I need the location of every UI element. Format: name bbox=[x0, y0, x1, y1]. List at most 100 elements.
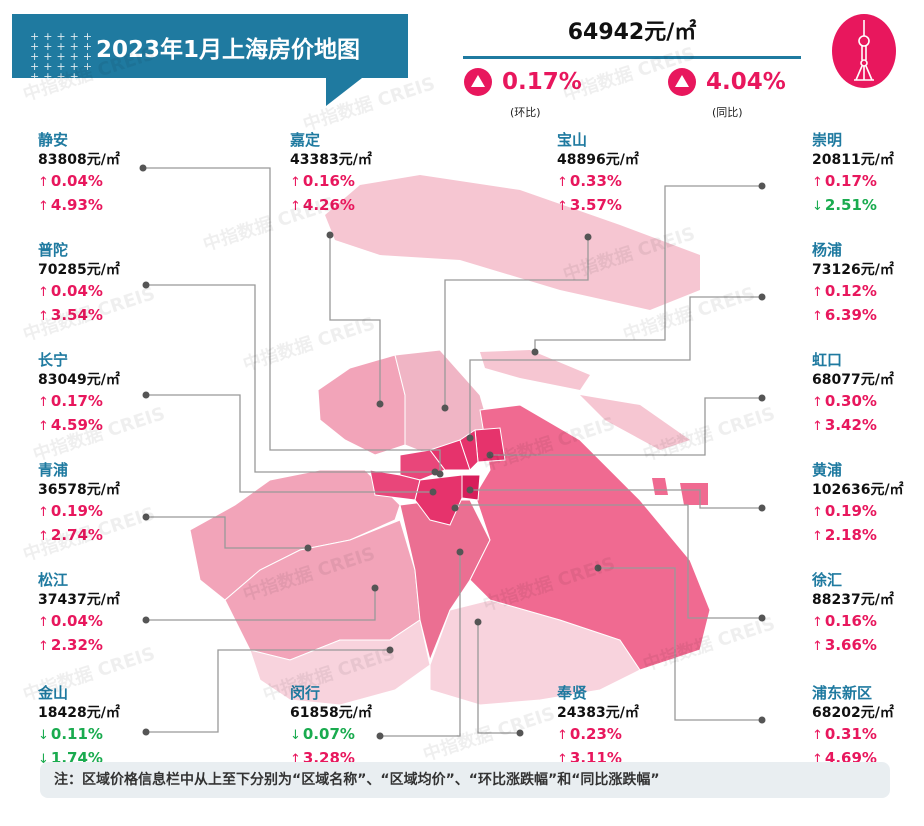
district-price: 70285元/㎡ bbox=[38, 262, 120, 278]
district-mom: ↑ 0.04% bbox=[38, 282, 103, 300]
leader-line bbox=[146, 649, 390, 733]
arrow-up-icon: ↑ bbox=[812, 309, 823, 324]
district-mom: ↑ 0.04% bbox=[38, 172, 103, 190]
region-pudong-island-2 bbox=[680, 483, 708, 505]
district-yoy: ↑ 2.74% bbox=[38, 526, 103, 544]
divider bbox=[463, 56, 801, 59]
arrow-down-icon: ↓ bbox=[38, 728, 49, 743]
leader-line bbox=[146, 284, 435, 473]
district-mom: ↑ 0.33% bbox=[557, 172, 622, 190]
district-yoy: ↑ 2.32% bbox=[38, 636, 103, 654]
district-mom: ↑ 0.17% bbox=[812, 172, 877, 190]
leader-dot bbox=[466, 486, 474, 494]
leader-dot bbox=[516, 729, 524, 737]
leader-dot bbox=[326, 231, 334, 239]
district-price: 18428元/㎡ bbox=[38, 705, 120, 721]
district-name: 崇明 bbox=[812, 131, 843, 149]
arrow-up-icon: ↑ bbox=[557, 199, 568, 214]
leader-line bbox=[469, 296, 762, 438]
arrow-up-icon: ↑ bbox=[38, 285, 49, 300]
district-panel: 长宁 83049元/㎡ ↑ 0.17% ↑ 4.59% bbox=[38, 350, 148, 438]
region-pudong-island bbox=[652, 478, 668, 495]
arrow-up-icon: ↑ bbox=[812, 175, 823, 190]
leader-line bbox=[146, 516, 308, 549]
district-mom: ↑ 0.16% bbox=[290, 172, 355, 190]
leader-line bbox=[146, 394, 433, 493]
district-panel: 浦东新区 68202元/㎡ ↑ 0.31% ↑ 4.69% bbox=[812, 683, 922, 771]
arrow-up-icon: ↑ bbox=[557, 752, 568, 767]
arrow-up-icon: ↑ bbox=[557, 175, 568, 190]
district-panel: 崇明 20811元/㎡ ↑ 0.17% ↓ 2.51% bbox=[812, 130, 922, 218]
district-panel: 奉贤 24383元/㎡ ↑ 0.23% ↑ 3.11% bbox=[557, 683, 667, 771]
district-mom: ↑ 0.17% bbox=[38, 392, 103, 410]
district-mom: ↑ 0.30% bbox=[812, 392, 877, 410]
leader-line bbox=[143, 167, 441, 474]
leader-dot bbox=[142, 616, 150, 624]
leader-dot bbox=[758, 182, 766, 190]
district-panel: 徐汇 88237元/㎡ ↑ 0.16% ↑ 3.66% bbox=[812, 570, 922, 658]
district-panel: 青浦 36578元/㎡ ↑ 0.19% ↑ 2.74% bbox=[38, 460, 148, 548]
district-yoy: ↑ 3.54% bbox=[38, 306, 103, 324]
arrow-up-icon: ↑ bbox=[38, 615, 49, 630]
yoy-value: 4.04% bbox=[706, 69, 786, 95]
arrow-up-icon: ↑ bbox=[812, 639, 823, 654]
region-pudong bbox=[469, 404, 711, 671]
arrow-up-icon: ↑ bbox=[38, 419, 49, 434]
district-price: 73126元/㎡ bbox=[812, 262, 894, 278]
district-panel: 嘉定 43383元/㎡ ↑ 0.16% ↑ 4.26% bbox=[290, 130, 400, 218]
leader-dot bbox=[758, 504, 766, 512]
leader-line bbox=[598, 567, 762, 721]
arrow-up-icon: ↑ bbox=[812, 285, 823, 300]
mom-value: 0.17% bbox=[502, 69, 582, 95]
district-price: 36578元/㎡ bbox=[38, 482, 120, 498]
leader-dot bbox=[584, 233, 592, 241]
arrow-up-icon: ↑ bbox=[812, 505, 823, 520]
district-name: 奉贤 bbox=[557, 684, 588, 702]
district-panel: 杨浦 73126元/㎡ ↑ 0.12% ↑ 6.39% bbox=[812, 240, 922, 328]
district-price: 68077元/㎡ bbox=[812, 372, 894, 388]
region-hengsha-island bbox=[580, 395, 690, 450]
leader-dot bbox=[431, 468, 439, 476]
district-price: 20811元/㎡ bbox=[812, 152, 894, 168]
leader-dot bbox=[474, 618, 482, 626]
district-price: 61858元/㎡ bbox=[290, 705, 372, 721]
mom-change: 0.17% bbox=[464, 68, 582, 96]
district-yoy: ↑ 4.93% bbox=[38, 196, 103, 214]
region-jiading bbox=[317, 354, 406, 456]
district-panel: 虹口 68077元/㎡ ↑ 0.30% ↑ 3.42% bbox=[812, 350, 922, 438]
district-panel: 普陀 70285元/㎡ ↑ 0.04% ↑ 3.54% bbox=[38, 240, 148, 328]
arrow-up-icon: ↑ bbox=[38, 639, 49, 654]
region-xuhui bbox=[414, 474, 463, 526]
average-price: 64942元/㎡ bbox=[567, 20, 697, 45]
district-mom: ↑ 0.19% bbox=[812, 502, 877, 520]
leader-line bbox=[470, 489, 762, 509]
district-yoy: ↑ 3.66% bbox=[812, 636, 877, 654]
arrow-up-icon: ↑ bbox=[812, 752, 823, 767]
leader-dot bbox=[304, 544, 312, 552]
district-price: 48896元/㎡ bbox=[557, 152, 639, 168]
arrow-up-icon: ↑ bbox=[812, 728, 823, 743]
leader-dot bbox=[142, 728, 150, 736]
district-name: 静安 bbox=[38, 131, 69, 149]
leader-line bbox=[380, 552, 461, 737]
district-name: 青浦 bbox=[38, 461, 69, 479]
arrow-up-icon: ↑ bbox=[812, 529, 823, 544]
leader-line bbox=[534, 185, 762, 352]
district-panel: 黄浦 102636元/㎡ ↑ 0.19% ↑ 2.18% bbox=[812, 460, 922, 548]
district-price: 102636元/㎡ bbox=[812, 482, 904, 498]
district-price: 24383元/㎡ bbox=[557, 705, 639, 721]
region-changxing-island bbox=[480, 350, 590, 390]
district-name: 金山 bbox=[38, 684, 69, 702]
district-panel: 金山 18428元/㎡ ↓ 0.11% ↓ 1.74% bbox=[38, 683, 148, 771]
footer-note: 注：区域价格信息栏中从上至下分别为“区域名称”、“区域均价”、“环比涨跌幅”和“… bbox=[40, 762, 890, 798]
district-name: 徐汇 bbox=[812, 571, 843, 589]
leader-line bbox=[329, 235, 381, 404]
oriental-pearl-tower-icon bbox=[832, 14, 896, 88]
leader-line bbox=[477, 622, 520, 734]
arrow-up-icon: ↑ bbox=[290, 752, 301, 767]
district-mom: ↑ 0.23% bbox=[557, 725, 622, 743]
leader-dot bbox=[142, 513, 150, 521]
district-mom: ↑ 0.16% bbox=[812, 612, 877, 630]
leader-dot bbox=[758, 614, 766, 622]
district-yoy: ↑ 4.59% bbox=[38, 416, 103, 434]
